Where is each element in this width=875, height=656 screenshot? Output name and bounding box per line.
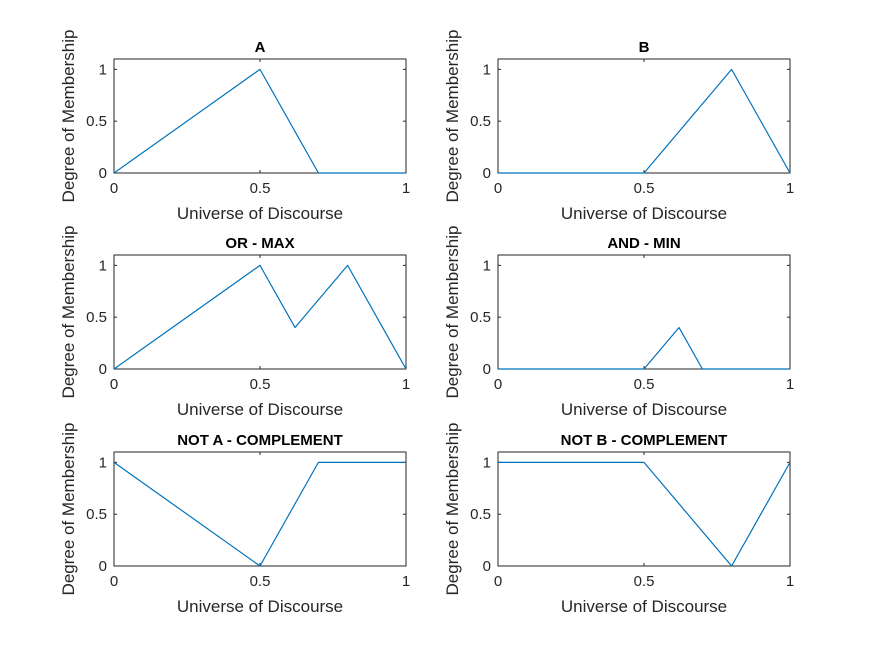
membership-line-1 <box>498 68 791 174</box>
y-tick-label: 1 <box>483 61 491 78</box>
y-axis-label: Degree of Membership <box>443 226 462 399</box>
x-axis-label: Universe of Discourse <box>177 400 343 419</box>
y-tick-label: 0 <box>99 165 107 182</box>
chart-title: B <box>639 39 650 56</box>
x-axis-label: Universe of Discourse <box>177 597 343 616</box>
x-tick-label: 0 <box>494 573 502 590</box>
y-tick-label: 1 <box>483 257 491 274</box>
y-tick-label: 1 <box>483 454 491 471</box>
x-tick-label: 0 <box>494 180 502 197</box>
x-tick-label: 0 <box>494 376 502 393</box>
y-tick-label: 0.5 <box>470 113 491 130</box>
axes-box <box>113 451 407 567</box>
y-tick-label: 0.5 <box>86 506 107 523</box>
y-tick-label: 0.5 <box>86 113 107 130</box>
y-axis-label: Degree of Membership <box>443 423 462 596</box>
chart-title: NOT A - COMPLEMENT <box>177 432 343 449</box>
chart-title: NOT B - COMPLEMENT <box>561 432 728 449</box>
x-tick-label: 0.5 <box>634 573 655 590</box>
membership-line-1 <box>498 326 790 370</box>
axes-box <box>497 58 791 174</box>
y-tick-label: 0 <box>483 361 491 378</box>
y-tick-label: 0.5 <box>86 309 107 326</box>
x-tick-label: 0.5 <box>634 180 655 197</box>
axes-box <box>113 254 407 370</box>
x-tick-label: 1 <box>786 573 794 590</box>
y-axis-label: Degree of Membership <box>59 30 78 203</box>
x-tick-label: 0.5 <box>250 376 271 393</box>
axes-box <box>497 254 791 370</box>
x-tick-label: 0 <box>110 376 118 393</box>
y-tick-label: 0.5 <box>470 309 491 326</box>
x-tick-label: 0 <box>110 180 118 197</box>
subplot-5: NOT A - COMPLEMENT 0 0.5 1 0 0.5 1 Universe of … <box>59 423 410 616</box>
subplot-1: A 0 0.5 1 0 0.5 1 Universe of Discourse Degree o… <box>59 30 410 223</box>
x-axis-label: Universe of Discourse <box>561 597 727 616</box>
membership-line-1 <box>498 461 791 567</box>
subplot-3: OR - MAX 0 0.5 1 0 0.5 1 Universe of Discourse D… <box>59 226 410 419</box>
x-tick-label: 1 <box>402 180 410 197</box>
axes-box <box>113 58 407 174</box>
y-tick-label: 0 <box>99 558 107 575</box>
subplot-6: NOT B - COMPLEMENT 0 0.5 1 0 0.5 1 Universe of … <box>443 423 794 616</box>
chart-title: AND - MIN <box>607 235 680 252</box>
x-tick-label: 1 <box>786 376 794 393</box>
x-axis-label: Universe of Discourse <box>561 204 727 223</box>
y-tick-label: 0.5 <box>470 506 491 523</box>
x-tick-label: 0.5 <box>250 180 271 197</box>
subplot-2: B 0 0.5 1 0 0.5 1 Universe of Discourse Degree o… <box>443 30 794 223</box>
x-tick-label: 1 <box>786 180 794 197</box>
x-tick-label: 0 <box>110 573 118 590</box>
subplot-4: AND - MIN 0 0.5 1 0 0.5 1 Universe of Discourse… <box>443 226 794 419</box>
axes-box <box>497 451 791 567</box>
x-axis-label: Universe of Discourse <box>561 400 727 419</box>
membership-line-1 <box>113 68 406 174</box>
y-tick-label: 1 <box>99 454 107 471</box>
y-tick-label: 1 <box>99 61 107 78</box>
y-tick-label: 0 <box>483 165 491 182</box>
chart-title: A <box>255 39 266 56</box>
y-tick-label: 0 <box>483 558 491 575</box>
y-axis-label: Degree of Membership <box>59 423 78 596</box>
x-tick-label: 0.5 <box>250 573 271 590</box>
x-tick-label: 1 <box>402 376 410 393</box>
y-tick-label: 1 <box>99 257 107 274</box>
membership-line-1 <box>113 461 406 567</box>
x-tick-label: 1 <box>402 573 410 590</box>
y-axis-label: Degree of Membership <box>443 30 462 203</box>
x-tick-label: 0.5 <box>634 376 655 393</box>
x-axis-label: Universe of Discourse <box>177 204 343 223</box>
membership-line-1 <box>113 264 407 370</box>
chart-title: OR - MAX <box>225 235 294 252</box>
y-tick-label: 0 <box>99 361 107 378</box>
y-axis-label: Degree of Membership <box>59 226 78 399</box>
